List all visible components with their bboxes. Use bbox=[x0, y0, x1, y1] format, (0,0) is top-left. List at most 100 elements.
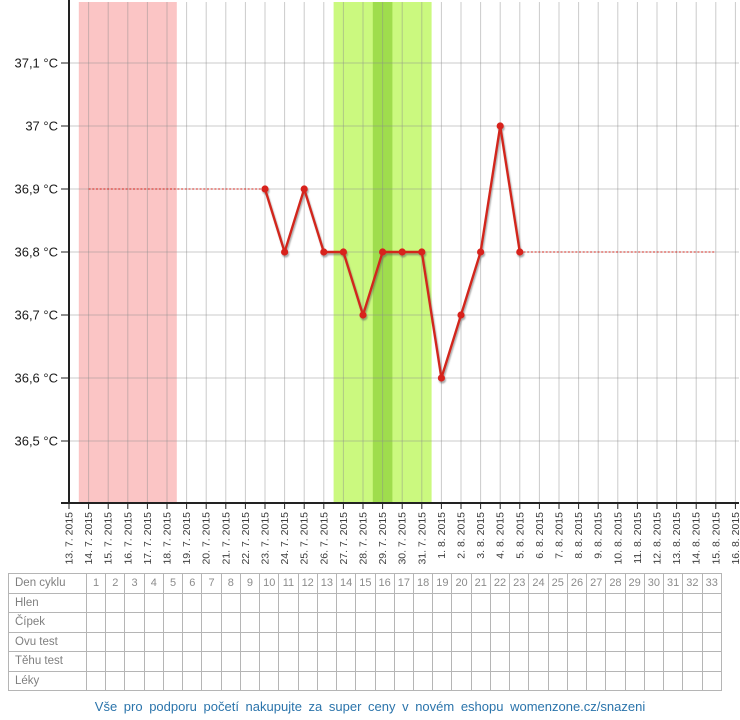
table-cell bbox=[259, 651, 280, 672]
cycle-day-number: 8 bbox=[220, 573, 241, 594]
table-cell bbox=[624, 631, 645, 652]
table-cell bbox=[566, 651, 588, 672]
cycle-day-number: 33 bbox=[701, 573, 722, 594]
date-label: 16. 7. 2015 bbox=[122, 512, 134, 565]
table-cell bbox=[201, 631, 222, 652]
table-cell bbox=[393, 670, 414, 691]
table-cell bbox=[162, 612, 184, 633]
table-cell bbox=[547, 670, 568, 691]
cycle-day-number: 11 bbox=[278, 573, 299, 594]
cycle-day-number: 20 bbox=[451, 573, 472, 594]
table-cell bbox=[586, 592, 607, 613]
table-cell bbox=[432, 670, 453, 691]
table-cell bbox=[432, 651, 453, 672]
table-cell bbox=[682, 651, 703, 672]
date-label: 26. 7. 2015 bbox=[318, 512, 330, 565]
y-tick-label: 36,8 °C bbox=[14, 245, 58, 260]
date-label: 14. 7. 2015 bbox=[83, 512, 95, 565]
table-cell bbox=[336, 592, 357, 613]
table-cell bbox=[701, 592, 722, 613]
table-cell bbox=[355, 631, 376, 652]
table-cell bbox=[220, 592, 241, 613]
table-cell bbox=[605, 631, 626, 652]
table-cell bbox=[259, 592, 280, 613]
cycle-day-number: 26 bbox=[566, 573, 588, 594]
table-cell bbox=[374, 651, 395, 672]
table-cell bbox=[432, 612, 453, 633]
table-cell bbox=[624, 670, 645, 691]
date-label: 29. 7. 2015 bbox=[377, 512, 389, 565]
table-cell bbox=[316, 612, 338, 633]
cycle-day-number: 1 bbox=[85, 573, 107, 594]
temperature-data-point bbox=[418, 248, 426, 256]
date-label: 11. 8. 2015 bbox=[632, 512, 644, 564]
table-cell bbox=[586, 651, 607, 672]
table-cell bbox=[451, 670, 472, 691]
y-tick-label: 36,5 °C bbox=[14, 434, 58, 449]
table-cell bbox=[566, 670, 588, 691]
table-cell bbox=[143, 670, 164, 691]
date-label: 21. 7. 2015 bbox=[220, 512, 232, 565]
y-tick-label: 36,6 °C bbox=[14, 371, 58, 386]
table-cell bbox=[374, 670, 395, 691]
table-cell bbox=[566, 612, 588, 633]
cycle-day-number: 25 bbox=[547, 573, 568, 594]
temperature-data-point bbox=[437, 374, 445, 382]
table-cell bbox=[451, 592, 472, 613]
table-cell bbox=[239, 651, 261, 672]
table-cell bbox=[489, 651, 511, 672]
table-cell bbox=[336, 612, 357, 633]
temperature-data-point bbox=[496, 122, 504, 130]
table-cell bbox=[663, 651, 684, 672]
date-label: 13. 7. 2015 bbox=[64, 512, 76, 565]
table-cell bbox=[643, 670, 665, 691]
footer-shop-link[interactable]: Vše pro podporu početí nakupujte za supe… bbox=[94, 699, 646, 714]
table-cell bbox=[663, 631, 684, 652]
date-label: 18. 7. 2015 bbox=[162, 512, 174, 565]
table-cell bbox=[586, 631, 607, 652]
table-cell bbox=[528, 612, 549, 633]
table-cell bbox=[105, 631, 126, 652]
table-cell bbox=[624, 592, 645, 613]
date-label: 25. 7. 2015 bbox=[299, 512, 311, 565]
table-cell bbox=[509, 631, 530, 652]
table-cell bbox=[393, 612, 414, 633]
table-cell bbox=[105, 651, 126, 672]
table-cell bbox=[643, 612, 665, 633]
table-cell bbox=[259, 631, 280, 652]
table-cell bbox=[85, 670, 107, 691]
date-label: 8. 8. 2015 bbox=[573, 512, 585, 559]
row-label: Čípek bbox=[8, 612, 87, 633]
date-label: 27. 7. 2015 bbox=[338, 512, 350, 565]
date-label: 6. 8. 2015 bbox=[534, 512, 546, 559]
date-label: 28. 7. 2015 bbox=[358, 512, 370, 565]
date-label: 15. 8. 2015 bbox=[710, 512, 722, 565]
temperature-data-point bbox=[261, 185, 269, 193]
cycle-day-number: 6 bbox=[182, 573, 203, 594]
table-cell bbox=[143, 592, 164, 613]
cycle-day-number: 27 bbox=[586, 573, 607, 594]
table-cell bbox=[297, 612, 318, 633]
table-cell bbox=[451, 631, 472, 652]
y-tick-label: 36,9 °C bbox=[14, 182, 58, 197]
table-cell bbox=[432, 592, 453, 613]
table-cell bbox=[105, 612, 126, 633]
table-cell bbox=[547, 651, 568, 672]
table-cell bbox=[643, 631, 665, 652]
date-label: 17. 7. 2015 bbox=[142, 512, 154, 565]
table-cell bbox=[605, 651, 626, 672]
temperature-data-point bbox=[359, 311, 367, 319]
table-cell bbox=[509, 612, 530, 633]
cycle-day-number: 31 bbox=[663, 573, 684, 594]
row-label: Hlen bbox=[8, 592, 87, 613]
temperature-data-point bbox=[300, 185, 308, 193]
table-cell bbox=[547, 631, 568, 652]
table-cell bbox=[355, 651, 376, 672]
date-label: 1. 8. 2015 bbox=[436, 512, 448, 559]
table-cell bbox=[297, 651, 318, 672]
y-tick-label: 36,7 °C bbox=[14, 308, 58, 323]
table-cell bbox=[85, 612, 107, 633]
table-cell bbox=[85, 592, 107, 613]
table-cell bbox=[297, 670, 318, 691]
